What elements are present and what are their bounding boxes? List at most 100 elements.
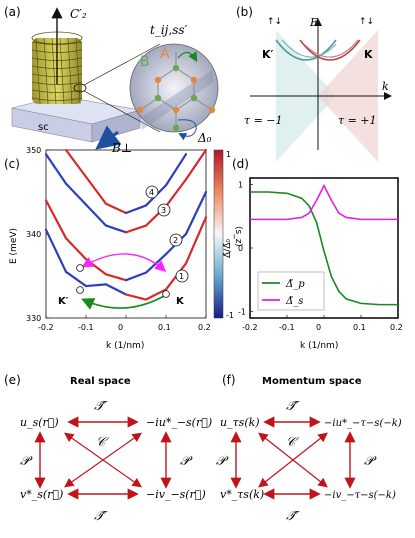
plot-d-ylabel: Δ̃/Δ̃₀ [223, 239, 233, 258]
band-4-segment [164, 153, 188, 187]
momentum-label: k [382, 80, 389, 93]
panel-e-bottom-right: −iv_−s(r⃗) [146, 488, 206, 501]
hopping-label: t_ij,ss′ [150, 23, 188, 37]
svg-text:2: 2 [173, 236, 178, 245]
band-3-segment [44, 153, 68, 185]
plot-d-xtick-label: 0 [316, 323, 321, 332]
plot-c-ytick-label: 350 [26, 146, 41, 155]
colorbar-tick-top: 1 [226, 150, 231, 159]
c2-axis-label: C′₂ [70, 7, 87, 21]
band-3-segment [184, 148, 208, 181]
band-left-b [281, 39, 337, 58]
plot-c-xtick-label: 0.1 [158, 323, 171, 332]
panel-e-bottom-left: v*_s(r⃗) [20, 488, 63, 501]
band-2-segment [104, 273, 128, 282]
plot-d-xtick-label: -0.1 [279, 323, 295, 332]
plot-c-frame [45, 149, 207, 319]
band-3-segment [64, 182, 88, 206]
spin-right-label: ↑↓ [359, 17, 374, 27]
plot-c-xlabel: k (1/nm) [106, 341, 144, 351]
colorbar [213, 149, 224, 319]
svg-text:3: 3 [161, 206, 166, 215]
pairing-loop-arrow [177, 119, 197, 141]
valley-left-label: K′ [262, 48, 274, 61]
panel-e-center-op: 𝒞 [96, 435, 109, 450]
panel-e-bottom-op: 𝒯̃ [94, 509, 108, 524]
band-1-segment [104, 283, 128, 296]
plot-c-xtick-label: 0 [118, 323, 123, 332]
plot-c-xtick-label: -0.2 [38, 323, 54, 332]
pink-transition-arrow [81, 253, 167, 272]
panel-f-bottom-left: v*_τs(k) [220, 488, 264, 501]
pairing-band [140, 70, 214, 130]
band-3-segment [124, 224, 148, 234]
substrate-label: sc [38, 122, 49, 133]
panel-f: (f) Momentum space 𝒯̃ u_τs(k) −iu*_−τ−s(… [216, 373, 402, 524]
band-2-segment [44, 199, 68, 240]
plot-d-ytick-label: 1 [238, 180, 243, 189]
panel-e-top-right: −iu*_−s(r⃗) [146, 416, 212, 429]
band-badge-4: 4 [145, 185, 159, 199]
band-1-segment [184, 216, 208, 265]
sublattice-b-label: B [140, 54, 150, 70]
band-1-segment [84, 283, 108, 288]
zoom-marker [73, 83, 87, 93]
band-right-b [303, 39, 359, 58]
panel-e-top-op: 𝒯̃ [94, 399, 108, 414]
legend-label-s: Δ̃_s [285, 296, 303, 307]
band-1-segment [124, 293, 148, 301]
colorbar-tick-bottom: -1 [226, 311, 234, 320]
plot-d-ytick-label: 0 [238, 244, 243, 253]
spin-left-label: ↑↓ [267, 17, 282, 27]
band-badge-1: 1 [175, 269, 189, 283]
band-3-segment [164, 178, 188, 208]
band-badge-3: 3 [157, 203, 171, 217]
panel-a: (a) sc C′₂ B⊥ [4, 5, 219, 155]
band-4-segment [124, 204, 148, 215]
band-2-segment [64, 237, 88, 261]
panel-label-b: (b) [236, 5, 253, 19]
tau-left-label: τ = −1 [244, 114, 283, 127]
panel-f-diag-arrow-2 [258, 432, 328, 488]
panel-f-left-op: 𝒫 [216, 454, 229, 469]
plot-d-xtick-label: -0.2 [242, 323, 258, 332]
panel-e-title: Real space [70, 376, 131, 387]
panel-e-top-left: u_s(r⃗) [20, 416, 59, 429]
zoom-lens [129, 43, 219, 133]
plot-c-xtick-label: 0.2 [198, 323, 211, 332]
panel-e: (e) Real space 𝒯̃ u_s(r⃗) −iu*_−s(r⃗) 𝒫 … [4, 373, 212, 524]
panel-e-diag-arrow-2 [64, 432, 142, 488]
plot-d-ytick-label: -1 [238, 308, 246, 317]
colorbar-label: ⟨s_z⟩ [233, 226, 243, 247]
legend-box [257, 271, 325, 311]
band-4-segment [84, 175, 108, 205]
plot-c-valley-right: K [176, 296, 185, 307]
plot-c-ytick-label: 330 [26, 314, 41, 323]
zoom-line-top [83, 43, 161, 86]
valley-marker-right [162, 290, 170, 298]
svg-text:1: 1 [179, 272, 184, 281]
band-badge-2: 2 [169, 233, 183, 247]
svg-text:4: 4 [149, 188, 154, 197]
panel-label-a: (a) [4, 5, 21, 19]
panel-f-center-op: 𝒞 [286, 435, 299, 450]
panel-f-top-left: u_τs(k) [220, 416, 260, 429]
panel-b: (b) E k ↑↓ ↑↓ K′ K τ = −1 τ = +1 [236, 5, 392, 162]
band-1-segment [44, 228, 68, 273]
plot-c-ylabel: E (meV) [9, 228, 19, 264]
plot-d-xlabel: k (1/nm) [300, 341, 338, 351]
pairing-label: Δ₀ [197, 131, 212, 145]
plot-d-xtick-label: 0.1 [353, 323, 366, 332]
panel-e-left-op: 𝒫 [20, 454, 33, 469]
tau-right-label: τ = +1 [338, 114, 377, 127]
band-1-segment [144, 288, 168, 301]
panel-e-right-op: 𝒫 [180, 454, 193, 469]
panel-f-top-right: −iu*_−τ−s(−k) [324, 418, 402, 429]
plot-c-ytick-label: 340 [26, 230, 41, 239]
plot-d-ticks: -0.2 -0.1 0 0.1 0.2 1 0 -1 [238, 180, 403, 332]
legend-label-p: Δ̃_p [285, 279, 305, 290]
band-2-segment [84, 258, 108, 276]
band-3-segment [84, 203, 108, 227]
green-transition-arrow [81, 295, 165, 310]
